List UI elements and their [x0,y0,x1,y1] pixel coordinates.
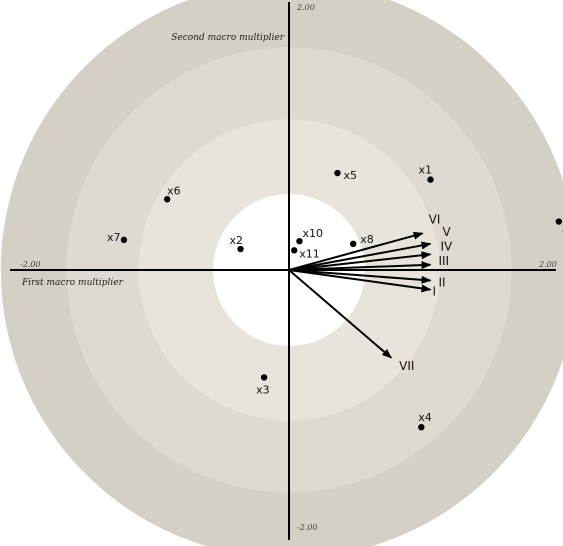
vector-label-vii: VII [399,359,414,373]
point-x4 [418,424,425,431]
point-label-x5: x5 [343,169,357,182]
vector-label-ii: II [438,275,445,289]
vector-label-iii: III [438,254,449,268]
point-label-x3: x3 [256,383,270,396]
y-axis-title: Second macro multiplier [171,33,284,43]
point-x2 [237,245,244,253]
y-axis-max-tick-label: 2.00 [296,3,315,12]
point-x10 [296,237,303,245]
x-axis-min-tick-label: -2.00 [20,260,41,269]
point-label-x7: x7 [107,231,121,244]
vector-label-vi: VI [429,212,441,226]
point-x8 [349,240,357,247]
vector-vi [288,231,424,271]
point-x7 [120,236,128,244]
vector-iv [288,251,432,271]
point-x11 [291,247,298,254]
vector-label-i: I [432,285,436,299]
vector-ii [288,269,432,284]
point-label-x11: x11 [299,247,320,260]
vector-i [288,269,432,293]
point-label-x2: x2 [230,234,244,247]
point-x5 [334,169,341,177]
point-x9 [555,218,563,225]
point-x6 [163,196,171,203]
vector-label-v: V [442,225,451,239]
point-label-x10: x10 [302,227,323,240]
vector-vii [288,269,392,359]
x-axis-max-tick-label: 2.00 [538,260,557,269]
point-label-x9: x9 [562,222,563,235]
x-axis-title: First macro multiplier [21,278,124,288]
point-x3 [260,374,268,381]
vector-v [288,241,432,271]
observation-points: x1 x2 x3 x4 x5 x6 x7 x8 x9 x10 x11 [107,164,563,431]
point-label-x8: x8 [360,233,374,246]
vector-label-iv: IV [440,239,453,253]
point-label-x1: x1 [418,164,432,177]
vector-iii [288,261,432,271]
point-label-x4: x4 [418,411,432,424]
y-axis-min-tick-label: -2.00 [297,523,318,532]
point-label-x6: x6 [167,184,181,197]
point-x1 [427,176,434,183]
